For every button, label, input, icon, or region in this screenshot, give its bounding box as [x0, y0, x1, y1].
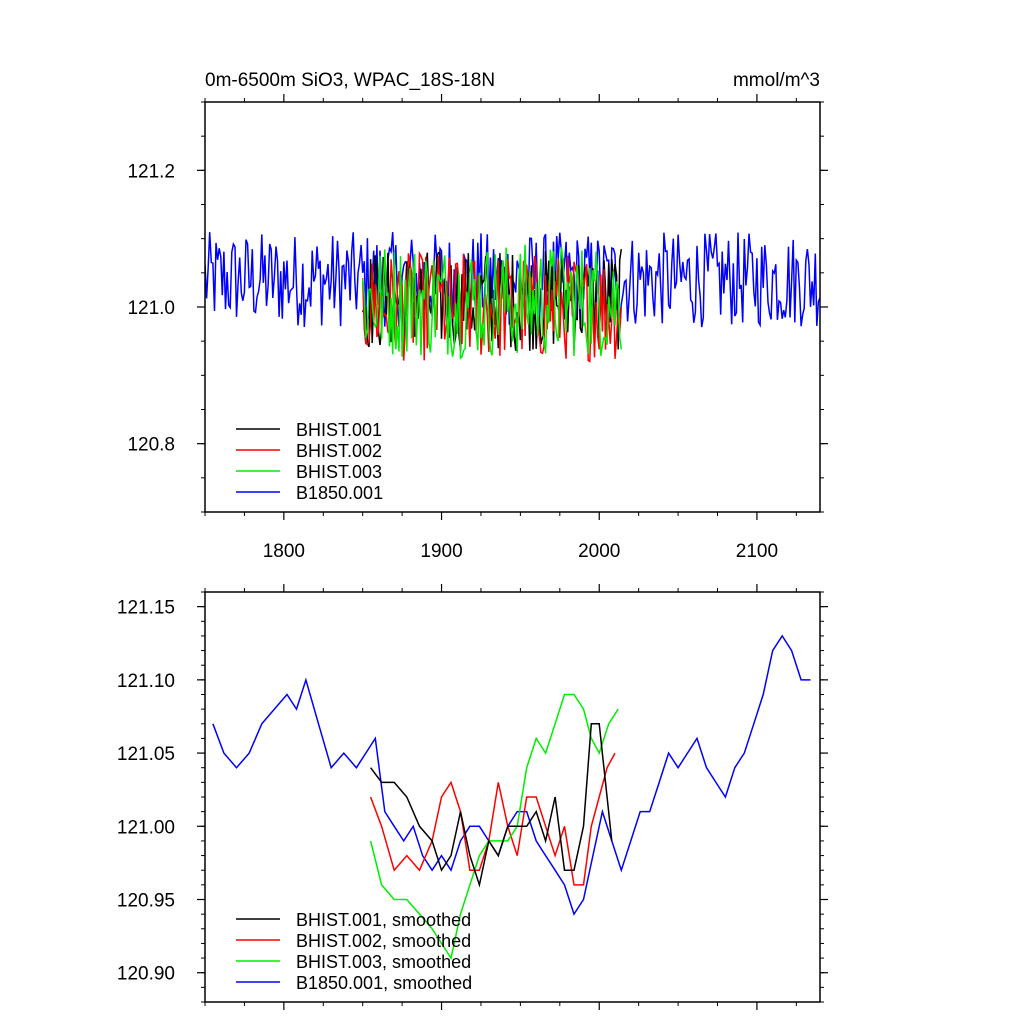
y-tick-label: 120.95 — [117, 891, 175, 912]
y-tick-label: 121.0 — [127, 298, 175, 319]
legend-label: BHIST.001, smoothed — [296, 910, 471, 930]
legend-label: B1850.001, smoothed — [296, 973, 472, 993]
x-tick-label: 2100 — [736, 541, 778, 562]
plot-area-bottom — [212, 634, 811, 961]
legend-label: BHIST.002, smoothed — [296, 931, 471, 951]
y-tick-label: 121.05 — [117, 744, 175, 765]
series-line-b1850-001-smoothed — [212, 634, 811, 916]
axes-top: 120.8 121.0 121.2 1800 1900 2000 2100 — [127, 94, 828, 562]
legend-label: BHIST.003, smoothed — [296, 952, 471, 972]
y-tick-label: 120.8 — [127, 435, 175, 456]
y-tick-label: 121.15 — [117, 598, 175, 619]
legend-label: BHIST.003 — [296, 462, 382, 482]
x-tick-label: 1800 — [263, 541, 305, 562]
series-line-bhist-003 — [361, 244, 623, 360]
panel-smoothed-timeseries: 120.90 120.95 121.00 121.05 121.10 121.15 BHI… — [117, 584, 828, 1010]
series-line-bhist-002-smoothed — [369, 752, 616, 886]
legend-label: BHIST.001 — [296, 420, 382, 440]
series-line-bhist-001-smoothed — [369, 723, 613, 888]
panel-raw-timeseries: 0m-6500m SiO3, WPAC_18S-18N mmol/m^3 120… — [127, 70, 828, 562]
chart-title: 0m-6500m SiO3, WPAC_18S-18N — [205, 70, 495, 91]
axes-bottom: 120.90 120.95 121.00 121.05 121.10 121.15 — [117, 584, 828, 1010]
y-tick-label: 121.2 — [127, 161, 175, 182]
x-tick-label: 1900 — [420, 541, 462, 562]
x-tick-label: 2000 — [578, 541, 620, 562]
units-label: mmol/m^3 — [733, 70, 820, 91]
legend-label: B1850.001 — [296, 483, 383, 503]
legend-label: BHIST.002 — [296, 441, 382, 461]
y-tick-label: 121.10 — [117, 671, 175, 692]
y-tick-label: 121.00 — [117, 817, 175, 838]
plot-area-top — [205, 232, 820, 363]
y-tick-label: 120.90 — [117, 964, 175, 985]
